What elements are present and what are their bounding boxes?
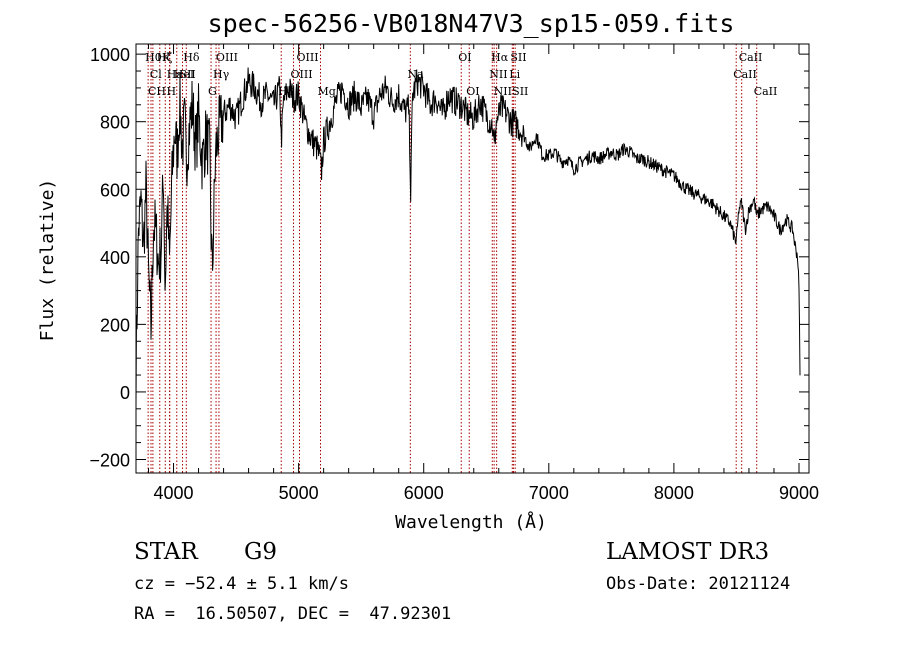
line-label-24: SII bbox=[510, 51, 526, 64]
line-label-25: SII bbox=[512, 85, 528, 98]
line-label-16: Mg bbox=[318, 85, 336, 98]
axis-tick-labels: 4000 5000 6000 7000 8000 9000 −200 0 200 400 600 80… bbox=[89, 45, 819, 503]
line-label-12: OIII bbox=[216, 51, 238, 64]
line-label-21: Hα bbox=[491, 51, 509, 64]
line-label-9: Hδ bbox=[183, 51, 200, 64]
line-label-19: OI bbox=[466, 85, 479, 98]
y-tick-label: 400 bbox=[100, 248, 130, 268]
line-label-4: K bbox=[162, 51, 171, 64]
observation-date: Obs-Date: 20121124 bbox=[606, 574, 791, 594]
object-subclass: G9 bbox=[244, 539, 278, 565]
x-tick-label: 7000 bbox=[529, 483, 569, 503]
plot-frame bbox=[135, 43, 810, 474]
line-label-23: Li bbox=[509, 68, 520, 81]
x-tick-label: 8000 bbox=[654, 483, 694, 503]
line-label-0: H0 bbox=[145, 51, 162, 64]
object-class: STAR bbox=[134, 539, 198, 565]
line-label-1: Cl bbox=[150, 68, 162, 81]
line-label-20: NII bbox=[489, 68, 507, 81]
x-axis-label: Wavelength (Å) bbox=[395, 511, 547, 533]
line-label-2: CH bbox=[148, 85, 166, 98]
axis-ticks bbox=[136, 44, 809, 473]
spectrum-series-line bbox=[135, 67, 801, 406]
y-tick-label: −200 bbox=[89, 450, 130, 470]
spectral-line-markers bbox=[147, 44, 758, 473]
line-label-22: NII bbox=[494, 85, 512, 98]
line-label-18: OI bbox=[458, 51, 471, 64]
x-tick-label: 5000 bbox=[279, 483, 319, 503]
survey-name: LAMOST DR3 bbox=[606, 539, 770, 565]
line-label-15: OIII bbox=[296, 51, 318, 64]
line-label-27: CaII bbox=[739, 51, 763, 64]
line-label-28: CaII bbox=[754, 85, 778, 98]
x-tick-label: 9000 bbox=[779, 483, 819, 503]
chart-title: spec-56256-VB018N47V3_sp15-059.fits bbox=[208, 9, 735, 38]
y-tick-label: 600 bbox=[100, 180, 130, 200]
line-label-14: OIII bbox=[290, 68, 312, 81]
spectrum-layer bbox=[135, 67, 801, 406]
line-label-10: G bbox=[208, 85, 217, 98]
y-tick-label: 0 bbox=[120, 383, 130, 403]
redshift-velocity: cz = −52.4 ± 5.1 km/s bbox=[134, 574, 349, 594]
y-tick-label: 200 bbox=[100, 315, 130, 335]
line-label-8: SII bbox=[180, 68, 196, 81]
line-label-6: Hε bbox=[167, 68, 183, 81]
line-label-11: Hγ bbox=[213, 68, 230, 81]
line-label-26: CaII bbox=[733, 68, 757, 81]
line-label-3: Hζ bbox=[157, 51, 173, 64]
line-label-5: H bbox=[167, 85, 177, 98]
y-axis-label: Flux (relative) bbox=[37, 179, 58, 342]
y-tick-label: 800 bbox=[100, 113, 130, 133]
sky-coordinates: RA = 16.50507, DEC = 47.92301 bbox=[134, 604, 452, 624]
x-tick-label: 6000 bbox=[404, 483, 444, 503]
x-tick-label: 4000 bbox=[154, 483, 194, 503]
y-tick-label: 1000 bbox=[90, 45, 130, 65]
line-label-7: HeI bbox=[174, 68, 194, 81]
